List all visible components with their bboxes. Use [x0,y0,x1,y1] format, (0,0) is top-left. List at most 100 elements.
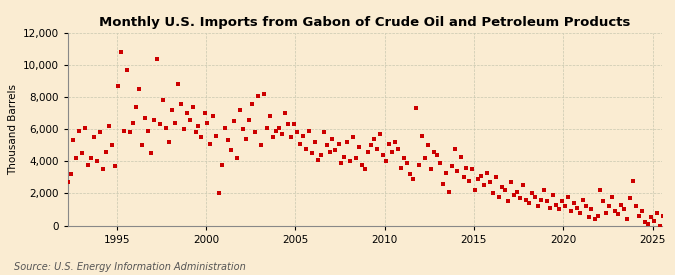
Point [86,156,97,160]
Point [580,204,591,208]
Point [148,117,159,122]
Point [446,164,457,168]
Point [83,162,94,167]
Point [259,92,269,96]
Point [387,150,398,154]
Point [65,172,76,176]
Point [273,125,284,130]
Point [450,146,460,151]
Point [122,68,132,72]
Point [205,141,216,146]
Point [95,130,105,135]
Point [309,140,320,144]
Point [345,159,356,164]
Point [176,101,186,106]
Point [437,182,448,186]
Point [577,198,588,202]
Point [512,190,522,194]
Point [235,108,246,112]
Point [458,175,469,180]
Point [589,217,600,221]
Point [62,180,73,184]
Point [151,56,162,61]
Point [550,202,561,207]
Point [315,153,326,157]
Point [199,111,210,116]
Point [71,156,82,160]
Point [196,135,207,139]
Point [77,151,88,155]
Point [125,130,136,135]
Point [362,150,373,154]
Point [256,143,267,147]
Point [383,141,394,146]
Point [410,106,421,111]
Point [562,194,573,199]
Point [503,199,514,204]
Point [226,148,237,152]
Point [339,154,350,159]
Point [277,132,288,136]
Point [601,210,612,215]
Point [566,209,576,213]
Point [238,127,248,131]
Point [262,125,273,130]
Point [646,215,657,220]
Point [464,178,475,183]
Point [372,146,383,151]
Point [634,214,645,218]
Point [485,180,495,184]
Point [404,172,415,176]
Point [470,188,481,192]
Point [657,214,668,218]
Point [306,151,317,155]
Point [547,193,558,197]
Point [568,201,579,205]
Point [414,162,425,167]
Point [369,137,379,141]
Point [282,122,293,127]
Point [134,87,144,91]
Point [157,98,168,103]
Point [267,135,278,139]
Point [351,156,362,160]
Point [533,204,543,208]
Point [396,166,406,170]
Point [366,143,377,147]
Y-axis label: Thousand Barrels: Thousand Barrels [8,84,18,175]
Point [330,148,341,152]
Point [190,130,201,135]
Point [187,104,198,109]
Point [554,207,564,212]
Point [252,94,263,98]
Point [354,145,364,149]
Point [583,215,594,220]
Point [560,204,570,208]
Point [292,130,302,135]
Point [455,154,466,159]
Point [535,198,546,202]
Point [142,129,153,133]
Point [348,135,358,139]
Point [389,140,400,144]
Point [595,188,605,192]
Point [514,196,525,200]
Point [246,101,257,106]
Point [300,146,311,151]
Point [294,141,305,146]
Point [518,183,529,188]
Point [643,222,653,226]
Point [211,133,221,138]
Point [592,214,603,218]
Point [461,166,472,170]
Point [303,129,314,133]
Point [586,207,597,212]
Point [526,191,537,196]
Point [184,117,195,122]
Point [619,207,630,212]
Point [473,177,484,181]
Point [313,158,323,162]
Point [250,130,261,135]
Point [107,143,117,147]
Point [494,194,505,199]
